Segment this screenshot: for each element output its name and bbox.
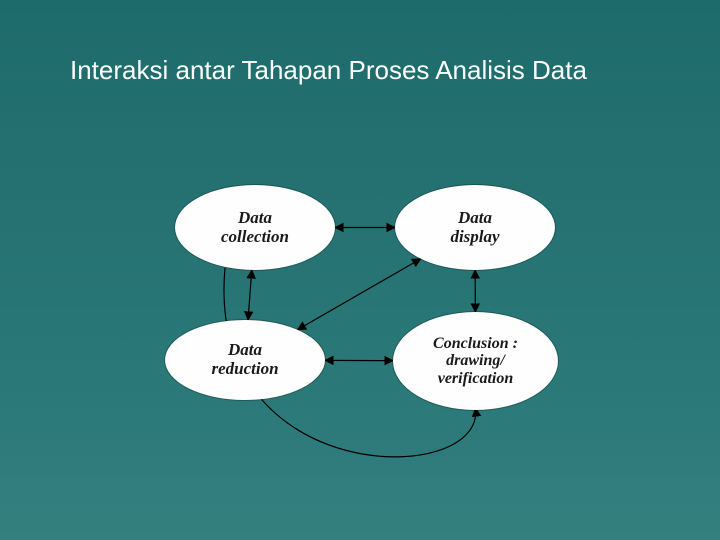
node-conclusion: Conclusion :drawing/verification bbox=[393, 312, 558, 410]
slide-title: Interaksi antar Tahapan Proses Analisis … bbox=[70, 55, 680, 86]
edge-display-reduction bbox=[297, 259, 420, 330]
node-collection: Datacollection bbox=[175, 185, 335, 270]
node-reduction: Datareduction bbox=[165, 320, 325, 400]
slide: Interaksi antar Tahapan Proses Analisis … bbox=[0, 0, 720, 540]
edge-collection-reduction bbox=[248, 270, 252, 320]
node-display: Datadisplay bbox=[395, 185, 555, 270]
